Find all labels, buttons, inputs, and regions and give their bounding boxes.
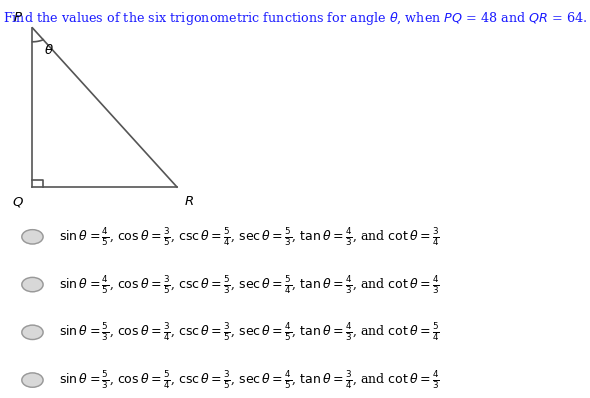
- Text: Find the values of the six trigonometric functions for angle $\theta$, when $\ma: Find the values of the six trigonometric…: [3, 10, 587, 27]
- Text: $\sin\theta = \frac{5}{3}$, $\cos\theta = \frac{3}{4}$, $\csc\theta = \frac{3}{5: $\sin\theta = \frac{5}{3}$, $\cos\theta …: [59, 321, 440, 343]
- Text: $\sin\theta = \frac{4}{5}$, $\cos\theta = \frac{3}{5}$, $\csc\theta = \frac{5}{4: $\sin\theta = \frac{4}{5}$, $\cos\theta …: [59, 226, 440, 248]
- Text: $R$: $R$: [184, 195, 194, 208]
- Text: $\theta$: $\theta$: [44, 43, 54, 57]
- Text: $Q$: $Q$: [12, 195, 24, 209]
- Circle shape: [22, 373, 43, 387]
- Text: $\sin\theta = \frac{5}{3}$, $\cos\theta = \frac{5}{4}$, $\csc\theta = \frac{3}{5: $\sin\theta = \frac{5}{3}$, $\cos\theta …: [59, 369, 440, 391]
- Circle shape: [22, 277, 43, 292]
- Text: $\sin\theta = \frac{4}{5}$, $\cos\theta = \frac{3}{5}$, $\csc\theta = \frac{5}{3: $\sin\theta = \frac{4}{5}$, $\cos\theta …: [59, 273, 440, 296]
- Circle shape: [22, 230, 43, 244]
- Text: $P$: $P$: [13, 11, 22, 24]
- Circle shape: [22, 325, 43, 339]
